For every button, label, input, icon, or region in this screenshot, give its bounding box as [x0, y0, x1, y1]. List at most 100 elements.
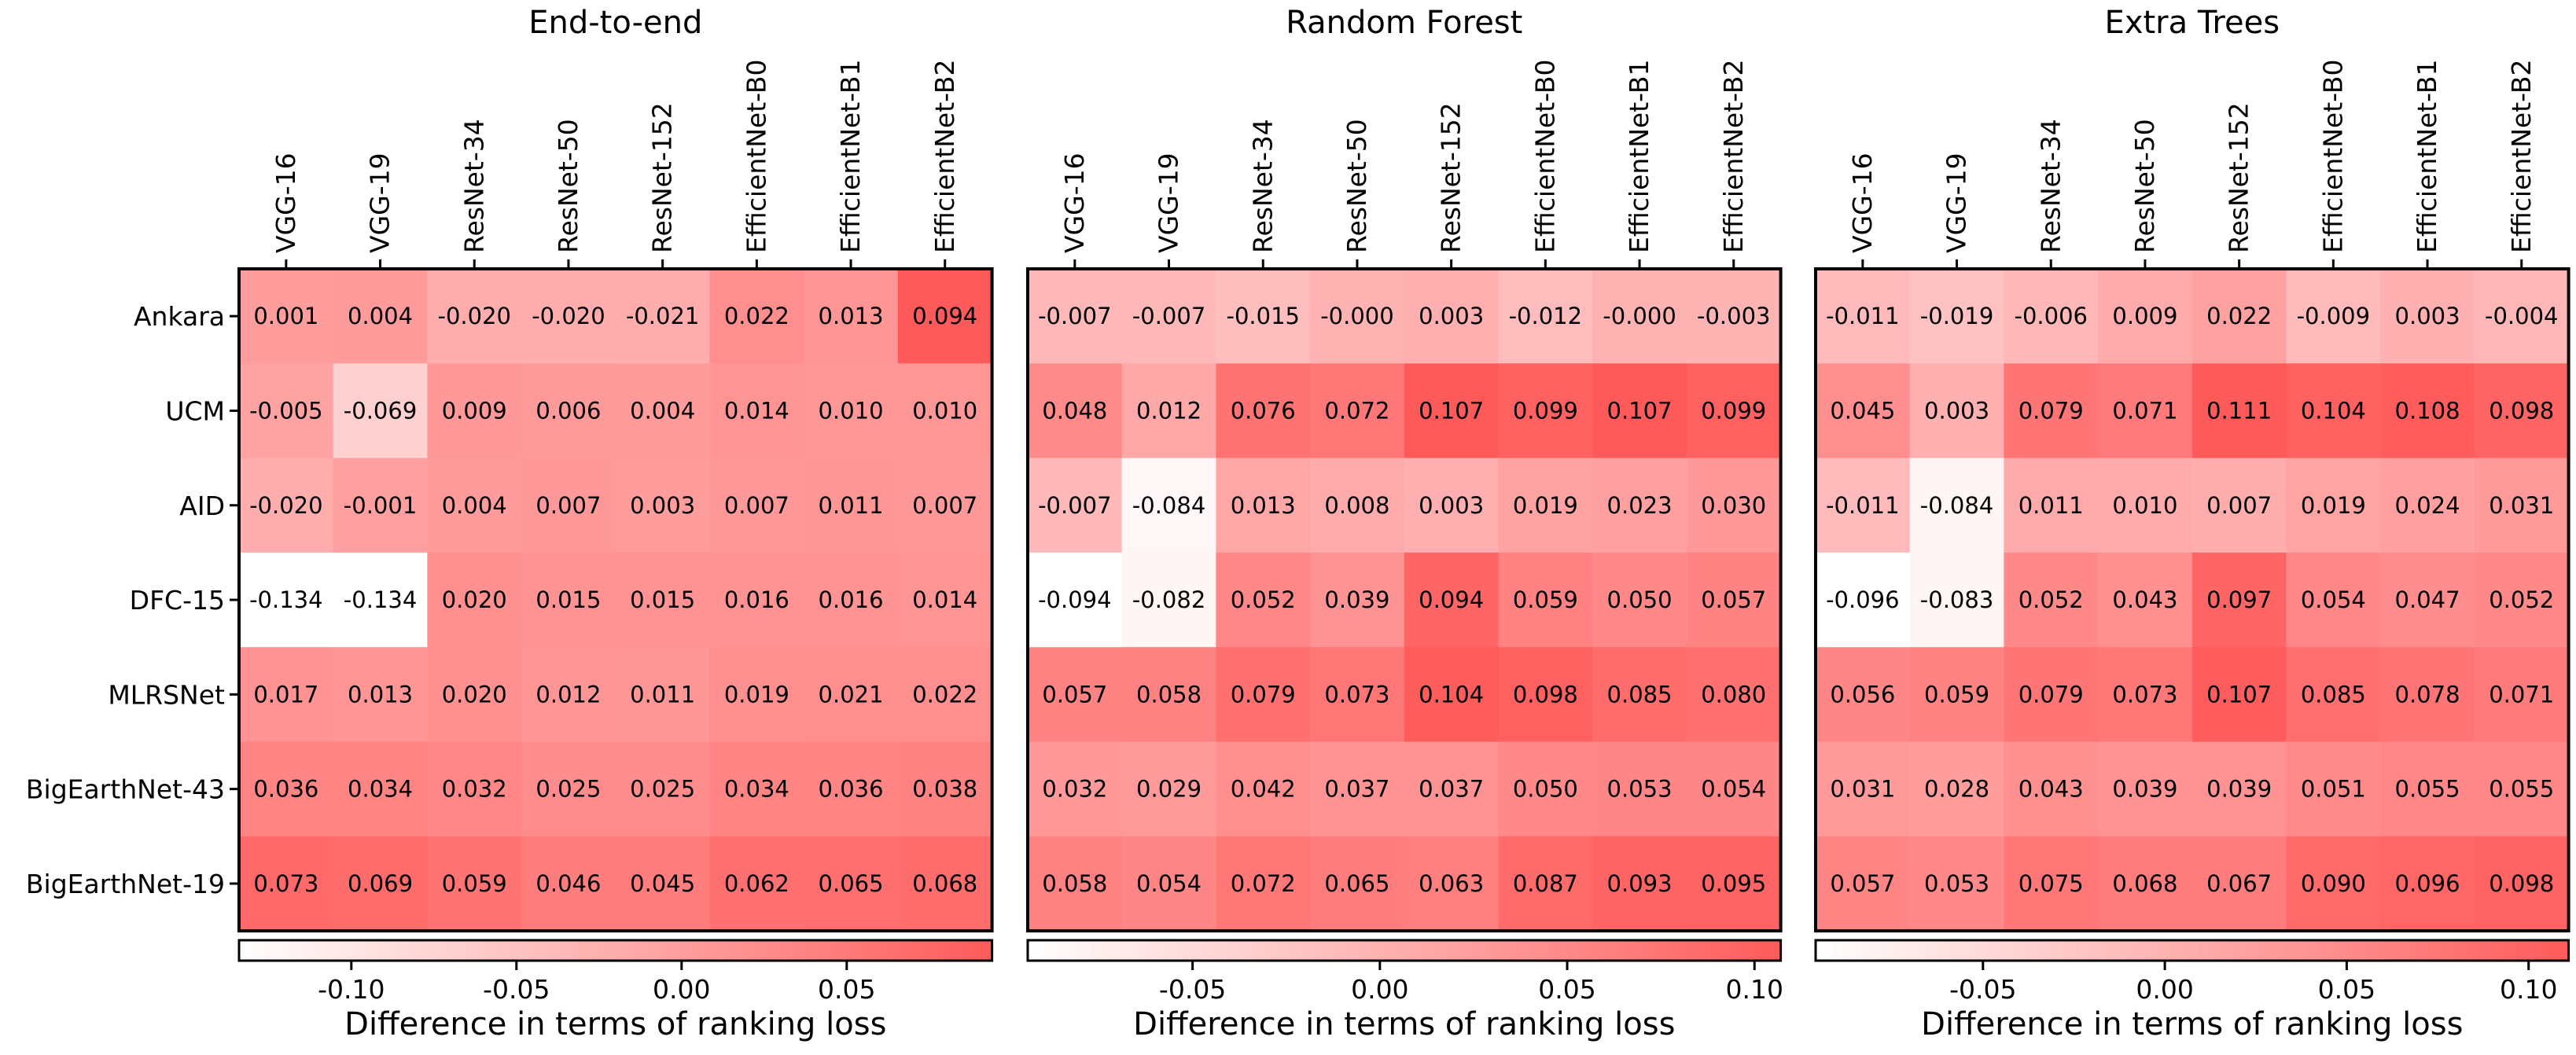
- column-tick-label: ResNet-152: [2224, 102, 2254, 253]
- heatmap-cell: [1404, 363, 1500, 459]
- heatmap-cell: [615, 836, 711, 932]
- cell-value-label: 0.065: [1324, 870, 1389, 897]
- cell-value-label: 0.093: [1607, 870, 1673, 897]
- cell-value-label: 0.024: [2395, 492, 2460, 519]
- cell-value-label: -0.000: [1603, 303, 1676, 329]
- heatmap-cell: [1121, 741, 1216, 837]
- heatmap-cell: [1121, 552, 1216, 648]
- cell-value-label: 0.079: [2018, 681, 2084, 708]
- cell-value-label: 0.098: [2489, 870, 2554, 897]
- heatmap-cell: [427, 552, 522, 648]
- heatmap-cell: [333, 552, 428, 648]
- cell-value-label: 0.104: [2301, 397, 2366, 424]
- column-tick-label: ResNet-34: [2035, 119, 2066, 253]
- heatmap-cell: [1310, 741, 1405, 837]
- cell-value-label: -0.021: [626, 303, 700, 329]
- heatmap-cell: [1686, 363, 1782, 459]
- cell-value-label: 0.039: [1324, 586, 1389, 613]
- colorbar-tick-label: -0.05: [1949, 974, 2016, 1005]
- heatmap-cell: [615, 647, 711, 743]
- heatmap-cell: [1686, 836, 1782, 932]
- cell-value-label: 0.009: [2112, 303, 2177, 329]
- cell-value-label: 0.056: [1830, 681, 1895, 708]
- heatmap-cell: [615, 363, 711, 459]
- x-axis-label: Difference in terms of ranking loss: [1133, 1006, 1675, 1042]
- heatmap-cell: [2286, 363, 2381, 459]
- cell-value-label: 0.004: [442, 492, 507, 519]
- row-tick-label: AID: [179, 491, 225, 521]
- cell-value-label: -0.003: [1697, 303, 1771, 329]
- cell-value-label: 0.012: [535, 681, 601, 708]
- column-tick-label: VGG-19: [1941, 153, 1972, 253]
- cell-value-label: 0.020: [442, 586, 507, 613]
- column-tick-label: EfficientNet-B1: [2412, 59, 2442, 253]
- heatmap-cell: [1404, 552, 1500, 648]
- cell-value-label: 0.019: [2301, 492, 2366, 519]
- heatmap-cell: [804, 269, 899, 364]
- heatmap-cell: [897, 552, 993, 648]
- cell-value-label: 0.001: [253, 303, 318, 329]
- cell-value-label: 0.003: [630, 492, 695, 519]
- heatmap-cell: [1816, 458, 1911, 553]
- heatmap-cell: [2380, 552, 2475, 648]
- heatmap-cell: [1816, 836, 1911, 932]
- heatmap-cell: [804, 647, 899, 743]
- cell-value-label: 0.013: [819, 303, 884, 329]
- heatmap-cell: [1686, 269, 1782, 364]
- heatmap-cell: [804, 741, 899, 837]
- cell-value-label: -0.004: [2485, 303, 2559, 329]
- cell-value-label: 0.097: [2206, 586, 2272, 613]
- cell-value-label: -0.020: [438, 303, 512, 329]
- colorbar-tick-label: 0.10: [2500, 974, 2557, 1005]
- heatmap-cell: [333, 269, 428, 364]
- heatmap-cell: [2380, 836, 2475, 932]
- heatmap-cell: [1498, 269, 1593, 364]
- heatmap-cell: [521, 647, 616, 743]
- heatmap-panel: Random Forest -0.007 -0.007 -0.015 -0.000 0.0…: [1026, 5, 1783, 1042]
- cell-value-label: -0.094: [1038, 586, 1112, 613]
- cell-value-label: 0.017: [253, 681, 318, 708]
- heatmap-cell: [897, 836, 993, 932]
- heatmap-cell: [1498, 741, 1593, 837]
- heatmap-cell: [1404, 836, 1500, 932]
- cell-value-label: 0.045: [630, 870, 695, 897]
- heatmap-cell: [2004, 363, 2099, 459]
- heatmap-cell: [1310, 552, 1405, 648]
- heatmap-cell: [804, 552, 899, 648]
- cell-value-label: 0.107: [1419, 397, 1484, 424]
- cell-value-label: 0.022: [2206, 303, 2272, 329]
- cell-value-label: -0.134: [249, 586, 323, 613]
- heatmap-cell: [1816, 269, 1911, 364]
- heatmap-cell: [1592, 836, 1687, 932]
- cell-value-label: 0.098: [1513, 681, 1578, 708]
- cell-value-label: 0.099: [1513, 397, 1578, 424]
- cell-value-label: 0.085: [2301, 681, 2366, 708]
- cell-value-label: 0.063: [1419, 870, 1484, 897]
- column-tick-label: EfficientNet-B1: [1624, 59, 1654, 253]
- cell-value-label: 0.015: [630, 586, 695, 613]
- heatmap-cell: [333, 836, 428, 932]
- heatmap-cell: [1592, 269, 1687, 364]
- heatmap-cell: [2380, 741, 2475, 837]
- cell-value-label: 0.059: [1924, 681, 1989, 708]
- heatmap-cell: [2474, 552, 2570, 648]
- heatmap-cell: [2191, 741, 2287, 837]
- heatmap-cell: [2380, 269, 2475, 364]
- heatmap-cell: [1909, 647, 2004, 743]
- cell-value-label: 0.019: [724, 681, 789, 708]
- cell-value-label: -0.006: [2015, 303, 2088, 329]
- heatmap-cell: [2286, 741, 2381, 837]
- cell-value-label: 0.039: [2206, 776, 2272, 803]
- heatmap-cell: [1216, 458, 1311, 553]
- cell-value-label: -0.001: [344, 492, 418, 519]
- heatmap-cell: [1121, 458, 1216, 553]
- cell-value-label: 0.051: [2301, 776, 2366, 803]
- heatmap-cell: [709, 363, 804, 459]
- cell-value-label: -0.000: [1320, 303, 1394, 329]
- heatmap-cell: [615, 741, 711, 837]
- heatmap-cell: [2004, 458, 2099, 553]
- heatmap-cell: [2286, 647, 2381, 743]
- heatmap-cell: [1404, 741, 1500, 837]
- cell-value-label: 0.085: [1607, 681, 1673, 708]
- heatmap-cell: [615, 552, 711, 648]
